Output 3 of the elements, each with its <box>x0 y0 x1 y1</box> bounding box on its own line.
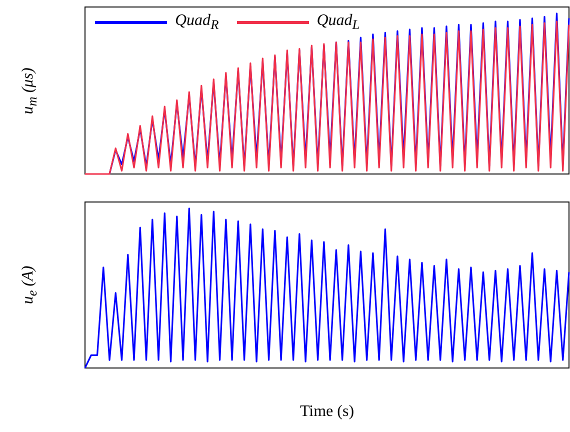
x-axis-title: Time (s) <box>300 403 354 421</box>
legend-label: Quad$_{L}$ <box>316 12 360 34</box>
legend-label: Quad$_{R}$ <box>175 12 219 34</box>
